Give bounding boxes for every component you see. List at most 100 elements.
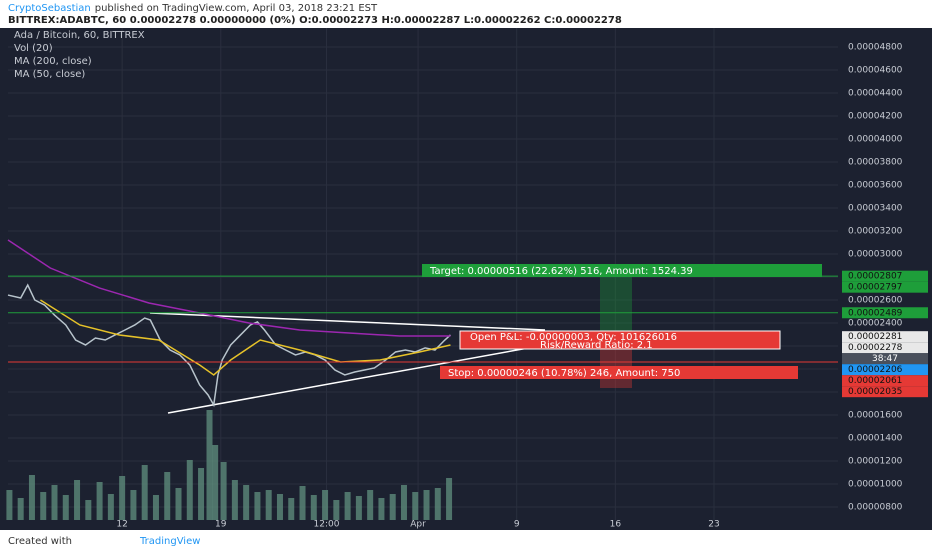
volume-bar <box>107 494 114 520</box>
y-tick-label: 0.00002400 <box>848 318 903 328</box>
volume-bar <box>446 478 453 520</box>
volume-bar <box>276 494 283 520</box>
volume-bar <box>130 490 137 520</box>
y-tick-label: 0.00004400 <box>848 88 903 98</box>
volume-bar <box>254 492 261 520</box>
volume-bar <box>206 410 213 520</box>
x-tick-label: 19 <box>215 520 227 530</box>
y-tick-label: 0.00003600 <box>848 180 903 190</box>
level-box <box>842 375 928 387</box>
level-label: 0.00002206 <box>848 365 903 375</box>
volume-bar <box>74 480 81 520</box>
volume-bar <box>6 490 13 520</box>
volume-bar <box>378 498 385 520</box>
level-box <box>842 281 928 293</box>
y-tick-label: 0.00004000 <box>848 134 903 144</box>
y-tick-label: 0.00002600 <box>848 295 903 305</box>
y-tick-label: 0.00004200 <box>848 111 903 121</box>
y-tick-label: 0.00001200 <box>848 457 903 467</box>
legend-entry: Ada / Bitcoin, 60, BITTREX <box>14 30 145 41</box>
volume-bar <box>40 492 47 520</box>
x-tick-label: 16 <box>610 520 622 530</box>
target-label: Target: 0.00000516 (22.62%) 516, Amount:… <box>429 266 693 277</box>
volume-bar <box>28 475 35 520</box>
x-tick-label: 9 <box>514 520 520 530</box>
level-label: 0.00002061 <box>848 376 902 386</box>
level-box <box>842 386 928 398</box>
ratio-label: Risk/Reward Ratio: 2.1 <box>540 340 653 351</box>
volume-bar <box>299 486 306 520</box>
y-tick-label: 0.00001600 <box>848 410 903 420</box>
y-tick-label: 0.00001400 <box>848 434 903 444</box>
volume-bar <box>212 445 219 520</box>
volume-bar <box>141 465 148 520</box>
volume-bar <box>152 495 159 520</box>
price-line <box>7 239 451 337</box>
x-tick-label: Apr <box>410 520 426 530</box>
x-tick-label: 23 <box>708 520 719 530</box>
volume-bar <box>423 490 430 520</box>
volume-bar <box>175 488 182 520</box>
trend-line <box>167 344 546 414</box>
volume-bar <box>265 490 272 520</box>
volume-bar <box>400 485 407 520</box>
volume-bar <box>186 460 193 520</box>
volume-bar <box>85 500 92 520</box>
y-tick-label: 0.00003200 <box>848 226 903 236</box>
legend-entry: MA (200, close) <box>14 56 92 67</box>
legend-entry: MA (50, close) <box>14 69 85 80</box>
target-box <box>422 264 822 277</box>
level-box <box>842 270 928 282</box>
published: published on TradingView.com, April 03, … <box>95 3 378 14</box>
y-tick-label: 0.00004600 <box>848 65 903 75</box>
volume-bar <box>412 492 419 520</box>
volume-bar <box>198 468 205 520</box>
level-box <box>842 342 928 354</box>
volume-bar <box>220 462 227 520</box>
price-line <box>40 299 451 376</box>
level-box <box>842 331 928 343</box>
volume-bar <box>288 498 295 520</box>
legend-entry: Vol (20) <box>14 43 53 54</box>
volume-bar <box>164 472 171 520</box>
y-tick-label: 0.00003000 <box>848 249 903 259</box>
y-tick-label: 0.00004800 <box>848 42 903 52</box>
volume-bar <box>62 495 69 520</box>
header: CryptoSebastian published on TradingView.… <box>8 3 378 14</box>
pnl-box <box>459 330 781 350</box>
volume-bar <box>96 482 103 520</box>
level-label: 0.00002035 <box>848 387 902 397</box>
stop-label: Stop: 0.00000246 (10.78%) 246, Amount: 7… <box>448 368 680 379</box>
symbol-line: BITTREX:ADABTC, 60 0.00002278 0.00000000… <box>8 15 622 26</box>
x-tick-label: 12 <box>116 520 127 530</box>
volume-bar <box>119 476 126 520</box>
brand[interactable]: TradingView <box>139 536 200 547</box>
level-label: 0.00002797 <box>848 283 902 293</box>
price-line <box>7 283 451 408</box>
volume-bar <box>231 480 238 520</box>
volume-bar <box>51 485 58 520</box>
volume-bar <box>333 500 340 520</box>
level-label: 0.00002489 <box>848 308 903 318</box>
volume-bar <box>322 490 329 520</box>
volume-bar <box>243 485 250 520</box>
footer <box>0 530 932 550</box>
level-box <box>842 307 928 319</box>
created-with: Created with <box>8 536 72 547</box>
volume-bar <box>367 490 374 520</box>
author[interactable]: CryptoSebastian <box>8 3 91 14</box>
volume-bar <box>355 496 362 520</box>
y-tick-label: 0.00000800 <box>848 503 903 513</box>
volume-bar <box>389 494 396 520</box>
level-box <box>842 364 928 376</box>
volume-bar <box>344 492 351 520</box>
countdown: 38:47 <box>872 354 898 364</box>
volume-bar <box>434 488 441 520</box>
level-label: 0.00002278 <box>848 343 903 353</box>
chart-background <box>0 28 932 530</box>
y-tick-label: 0.00003400 <box>848 203 903 213</box>
stop-box <box>440 366 798 379</box>
level-label: 0.00002281 <box>848 332 902 342</box>
